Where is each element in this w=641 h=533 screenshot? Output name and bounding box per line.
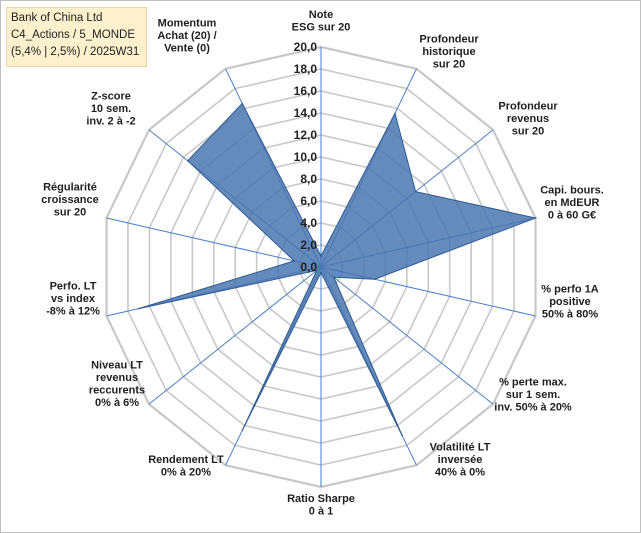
data-point [320, 255, 322, 257]
axis-label: Niveau LT revenus reccurents 0% à 6% [89, 359, 145, 409]
title-line-2: C4_Actions / 5_MONDE [11, 29, 135, 41]
axis-label: % perte max. sur 1 sem. inv. 50% à 20% [494, 377, 572, 414]
axis-label-line: reccurents [89, 384, 145, 396]
tick-label: 14,0 [294, 106, 318, 120]
tick-label: 18,0 [294, 62, 318, 76]
axis-label-line: % perte max. [499, 377, 567, 389]
axis-label-line: Z-score [91, 91, 131, 103]
axis-label-line: vs index [51, 293, 96, 305]
axis-label: Profondeur historique sur 20 [419, 34, 479, 71]
axis-label: % perfo 1A positive 50% à 80% [541, 284, 599, 321]
axis-spoke [106, 217, 322, 268]
axis-label: Profondeur revenus sur 20 [498, 101, 558, 138]
axis-label: Perfo. LT vs index -8% à 12% [46, 281, 100, 318]
radar-series [137, 102, 538, 437]
tick-label: 8,0 [300, 172, 317, 186]
axis-label-line: sur 20 [512, 126, 544, 138]
axis-label-line: inv. 2 à -2 [86, 116, 135, 128]
axis-label-line: ESG sur 20 [292, 21, 351, 33]
series-area [138, 102, 538, 436]
axis-label: Note ESG sur 20 [292, 9, 351, 34]
tick-label: 10,0 [294, 150, 318, 164]
axis-label-line: historique [422, 46, 475, 58]
axis-label-line: sur 20 [54, 207, 86, 219]
axis-label-line: Momentum [158, 18, 217, 30]
axis-label: Volatilité LT inversée 40% à 0% [430, 442, 491, 479]
axis-label-line: revenus [96, 372, 138, 384]
axis-label-line: revenus [507, 113, 549, 125]
chart-title-box: Bank of China Ltd C4_Actions / 5_MONDE (… [6, 7, 147, 67]
axis-label-line: Rendement LT [148, 454, 224, 466]
axis-label-line: 50% à 80% [542, 309, 598, 321]
axis-label-line: Note [309, 9, 333, 21]
axis-label-line: 0% à 6% [95, 397, 139, 409]
axis-label: Rendement LT 0% à 20% [148, 454, 224, 479]
axis-label-line: 0% à 20% [161, 466, 211, 478]
axis-spoke [148, 266, 322, 405]
tick-label: 4,0 [300, 216, 317, 230]
data-point [241, 429, 244, 432]
data-point [534, 217, 537, 219]
axis-label: Capi. bours. en MdEUR 0 à 60 G€ [540, 185, 604, 222]
axis-label-line: Vente (0) [164, 43, 210, 55]
data-point [241, 102, 244, 105]
axis-label-line: Achat (20) / [157, 30, 216, 42]
axis-label: Ratio Sharpe 0 à 1 [287, 493, 355, 518]
tick-label: 0,0 [300, 260, 317, 274]
radar-tick-labels: 0,0 2,0 4,0 6,0 8,0 10,0 12,0 14,0 16,0 18,0 20,0 [294, 40, 318, 274]
axis-label-line: -8% à 12% [46, 306, 100, 318]
title-line-3: (5,4% | 2,5%) / 2025W31 [11, 46, 140, 58]
axis-label: Régularité croissance sur 20 [41, 182, 98, 219]
data-point [186, 159, 189, 162]
axis-label-line: inv. 50% à 20% [494, 402, 572, 414]
data-point [137, 307, 140, 310]
axis-label-line: Niveau LT [91, 359, 143, 371]
axis-label: Momentum Achat (20) / Vente (0) [157, 18, 216, 55]
axis-label-line: Profondeur [419, 34, 479, 46]
data-point [293, 260, 295, 262]
tick-label: 6,0 [300, 194, 317, 208]
data-point [320, 271, 322, 274]
axis-label: Z-score 10 sem. inv. 2 à -2 [86, 91, 135, 128]
axis-label-line: % perfo 1A [541, 284, 599, 296]
axis-label-line: Profondeur [498, 101, 558, 113]
axis-label-line: inversée [438, 454, 483, 466]
axis-label-line: croissance [41, 194, 98, 206]
data-point [333, 276, 335, 279]
axis-label-line: 0 à 1 [309, 505, 333, 517]
data-point [414, 190, 417, 193]
axis-label-line: Régularité [43, 182, 97, 194]
data-point [315, 269, 318, 272]
tick-label: 16,0 [294, 84, 318, 98]
axis-label-line: sur 20 [433, 59, 465, 71]
axis-label-line: 40% à 0% [435, 467, 485, 479]
data-point [394, 112, 396, 115]
axis-label-line: Ratio Sharpe [287, 493, 355, 505]
axis-label-line: Perfo. LT [50, 281, 97, 293]
tick-label: 2,0 [300, 238, 317, 252]
axis-label-line: Capi. bours. [540, 185, 604, 197]
tick-label: 12,0 [294, 128, 318, 142]
axis-label-line: Volatilité LT [430, 442, 491, 454]
axis-label-line: sur 1 sem. [506, 389, 560, 401]
tick-label: 20,0 [294, 40, 318, 54]
title-line-1: Bank of China Ltd [11, 12, 103, 24]
data-point [373, 278, 376, 281]
axis-label-line: positive [549, 296, 591, 308]
axis-label-line: en MdEUR [545, 197, 600, 209]
data-point [401, 434, 403, 437]
axis-label-line: 10 sem. [91, 103, 131, 115]
axis-label-line: 0 à 60 G€ [548, 210, 596, 222]
axis-spoke [320, 266, 494, 405]
